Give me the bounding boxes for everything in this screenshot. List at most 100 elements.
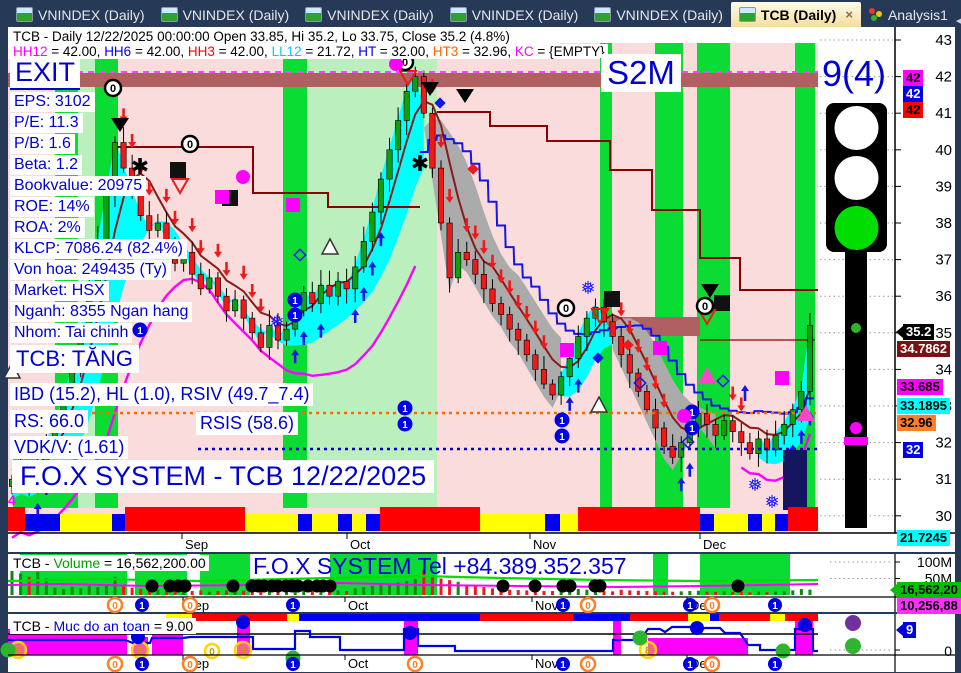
svg-text:41: 41 [935,105,952,122]
svg-text:1: 1 [772,660,778,671]
tab-label: VNINDEX (Daily) [327,6,434,23]
tab-analysis1[interactable]: Analysis1 [861,2,956,27]
tab-label: VNINDEX (Daily) [38,6,145,23]
info-chip: Nhom: Tai chinh [10,323,133,343]
signal-count-label: 9(4) [822,53,887,94]
tab-vnindex-daily-[interactable]: VNINDEX (Daily) [442,2,587,27]
axis-value-chip: 10,256,88 [897,598,961,614]
chart-thumbnail-icon [16,7,33,22]
ibd-row-label: IBD (15.2), HL (1.0), RSIV (49.7_7.4) [10,383,314,406]
indicator-values-line: HH12 = 42.00, HH6 = 42.00, HH3 = 42.00, … [10,44,608,59]
svg-text:0: 0 [187,139,193,151]
info-chip: Bookvalue: 20975 [10,176,147,196]
svg-text:1: 1 [292,296,298,307]
tab-vnindex-daily-[interactable]: VNINDEX (Daily) [297,2,442,27]
svg-text:1: 1 [292,311,298,322]
info-chip: Market: HSX [10,281,109,301]
volume-title-prefix: TCB - [13,555,54,571]
axis-value-chip: 33.1895 [897,398,950,414]
indicator-value: = {EMPTY} [533,44,605,59]
indicator-value: = 42.00, [131,44,188,59]
svg-text:Dec: Dec [703,537,727,552]
chart-thumbnail-icon [305,7,323,22]
indicator-value: HH3 [187,44,215,59]
svg-text:1: 1 [689,424,695,435]
indicator-value: LL12 [271,44,302,59]
info-chip: Nganh: 8355 Ngan hang [10,302,193,322]
svg-text:1: 1 [560,601,566,612]
resistance-lines [117,111,818,341]
svg-text:8: 8 [137,645,143,657]
indicator-value: = 42.00, [214,44,272,59]
chart-thumbnail-icon [594,7,612,22]
tab-vnindex-daily-[interactable]: VNINDEX (Daily) [153,2,298,27]
chart-thumbnail-icon [449,7,467,22]
axis-value-chip: 33.685 [897,379,943,395]
tab-vnindex-daily-[interactable]: VNINDEX (Daily) [586,2,731,27]
chart-thumbnail-icon [160,7,178,22]
svg-text:1: 1 [139,601,145,612]
axis-value-chip: 42 [903,86,924,102]
svg-text:1: 1 [560,660,566,671]
tab-nav-buttons: ◀▶▼ [956,14,961,27]
axis-value-chip: 42 [903,102,924,118]
tab-vnindex-daily-[interactable]: VNINDEX (Daily) [8,2,153,27]
svg-text:0: 0 [585,660,591,671]
svg-text:1: 1 [559,432,565,443]
svg-text:0: 0 [110,83,116,95]
volume-title-name: Volume [53,555,101,571]
svg-text:8: 8 [15,645,21,657]
tab-label: TCB (Daily) [760,6,837,23]
svg-text:39: 39 [935,178,952,195]
svg-text:1: 1 [689,408,695,419]
axis-value-chip: 42 [903,70,924,86]
svg-text:0: 0 [702,301,708,313]
exit-label: EXIT [10,57,81,90]
svg-text:Oct: Oct [348,656,369,671]
analysis-icon [868,8,883,21]
chart-markers: 00000111111111ŏ✱✱❅❅❅❅ [2,52,815,512]
svg-text:✱: ✱ [131,154,149,179]
tab-label: VNINDEX (Daily) [182,6,290,23]
safety-zero-label: 0 [944,643,952,659]
svg-text:1: 1 [559,416,565,427]
axis-value-chip: 21.7245 [897,530,950,546]
close-tab-icon[interactable]: × [845,7,853,22]
svg-text:✱: ✱ [411,151,429,176]
indicator-value: = 42.00, [47,44,105,59]
indicator-value: = 32.00, [376,44,433,59]
svg-text:34: 34 [935,361,952,378]
svg-text:1: 1 [137,326,143,337]
indicator-value: HT3 [432,44,459,59]
svg-text:1: 1 [290,601,296,612]
svg-text:1: 1 [687,601,693,612]
svg-text:0: 0 [709,660,715,671]
svg-text:35: 35 [935,325,952,342]
pane-index-label: 4 [8,492,16,508]
svg-text:0: 0 [187,601,193,612]
volume-pane: SepOctNovDec100M50M010110101 [7,554,955,614]
indicator-value: HT [358,44,377,59]
tab-label: VNINDEX (Daily) [471,6,579,23]
svg-text:0: 0 [112,660,118,671]
axis-value-chip: 32 [903,442,924,458]
chart-title-line: TCB - Daily 12/22/2025 00:00:00 Open 33.… [10,29,513,44]
svg-text:40: 40 [935,142,952,159]
volume-title-value: = 16,562,200.00 [100,555,206,571]
indicator-value: HH12 [13,44,48,59]
svg-text:0: 0 [709,601,715,612]
svg-text:30: 30 [935,508,952,525]
chip-arrow-icon [890,584,897,596]
svg-text:Nov: Nov [533,537,557,552]
prev-tab-icon[interactable]: ◀ [955,15,961,27]
axis-value-chip: 16,562,20 [890,582,961,598]
vdk-label: VDK/V: (1.61) [10,436,129,459]
traffic-light [826,103,887,528]
svg-text:36: 36 [935,288,952,305]
info-chip: ROA: 2% [10,218,85,238]
svg-text:Nov: Nov [535,656,559,671]
axis-value-chip: 32.96 [897,415,936,431]
chip-arrow-icon [896,326,903,338]
tab-label: Analysis1 [887,6,948,23]
tab-tcb-daily-[interactable]: TCB (Daily) × [730,2,861,27]
